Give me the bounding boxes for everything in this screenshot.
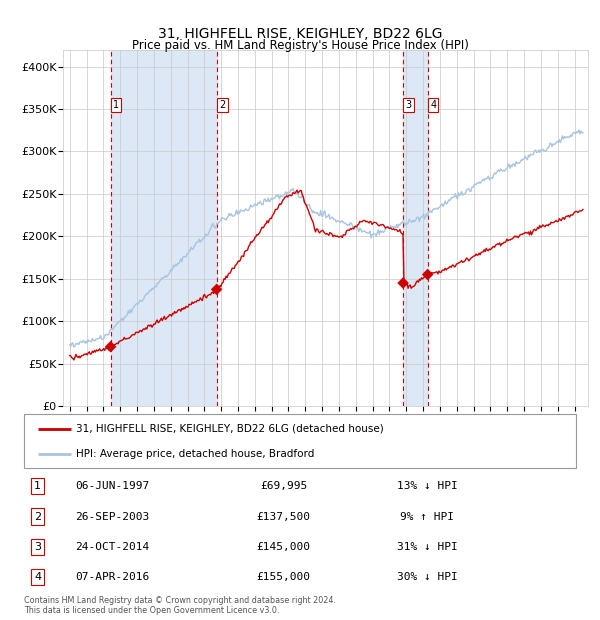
Text: 31% ↓ HPI: 31% ↓ HPI (397, 542, 457, 552)
Text: £137,500: £137,500 (256, 512, 310, 521)
Text: 3: 3 (34, 542, 41, 552)
Text: 2: 2 (219, 100, 226, 110)
FancyBboxPatch shape (24, 414, 576, 468)
Text: 30% ↓ HPI: 30% ↓ HPI (397, 572, 457, 582)
Text: HPI: Average price, detached house, Bradford: HPI: Average price, detached house, Brad… (76, 450, 315, 459)
Text: 26-SEP-2003: 26-SEP-2003 (75, 512, 149, 521)
Point (106, 342, 115, 352)
Text: 31, HIGHFELL RISE, KEIGHLEY, BD22 6LG: 31, HIGHFELL RISE, KEIGHLEY, BD22 6LG (158, 27, 442, 41)
Text: £145,000: £145,000 (256, 542, 310, 552)
Text: 2: 2 (34, 512, 41, 521)
Text: 06-JUN-1997: 06-JUN-1997 (75, 481, 149, 491)
Text: 13% ↓ HPI: 13% ↓ HPI (397, 481, 457, 491)
Text: 9% ↑ HPI: 9% ↑ HPI (400, 512, 454, 521)
Text: Price paid vs. HM Land Registry's House Price Index (HPI): Price paid vs. HM Land Registry's House … (131, 39, 469, 52)
Bar (110, 50, 217, 406)
Text: 4: 4 (34, 572, 41, 582)
Point (398, 278, 408, 288)
Text: 1: 1 (113, 100, 119, 110)
Text: 31, HIGHFELL RISE, KEIGHLEY, BD22 6LG (detached house): 31, HIGHFELL RISE, KEIGHLEY, BD22 6LG (d… (76, 424, 384, 434)
Text: 1: 1 (34, 481, 41, 491)
Text: £155,000: £155,000 (256, 572, 310, 582)
Text: 4: 4 (430, 100, 436, 110)
Text: Contains HM Land Registry data © Crown copyright and database right 2024.: Contains HM Land Registry data © Crown c… (24, 596, 336, 606)
Text: 07-APR-2016: 07-APR-2016 (75, 572, 149, 582)
Text: This data is licensed under the Open Government Licence v3.0.: This data is licensed under the Open Gov… (24, 606, 280, 616)
Bar (403, 50, 428, 406)
Text: 24-OCT-2014: 24-OCT-2014 (75, 542, 149, 552)
Text: 3: 3 (406, 100, 412, 110)
Point (212, 285, 221, 294)
Text: £69,995: £69,995 (260, 481, 307, 491)
Point (423, 270, 433, 280)
